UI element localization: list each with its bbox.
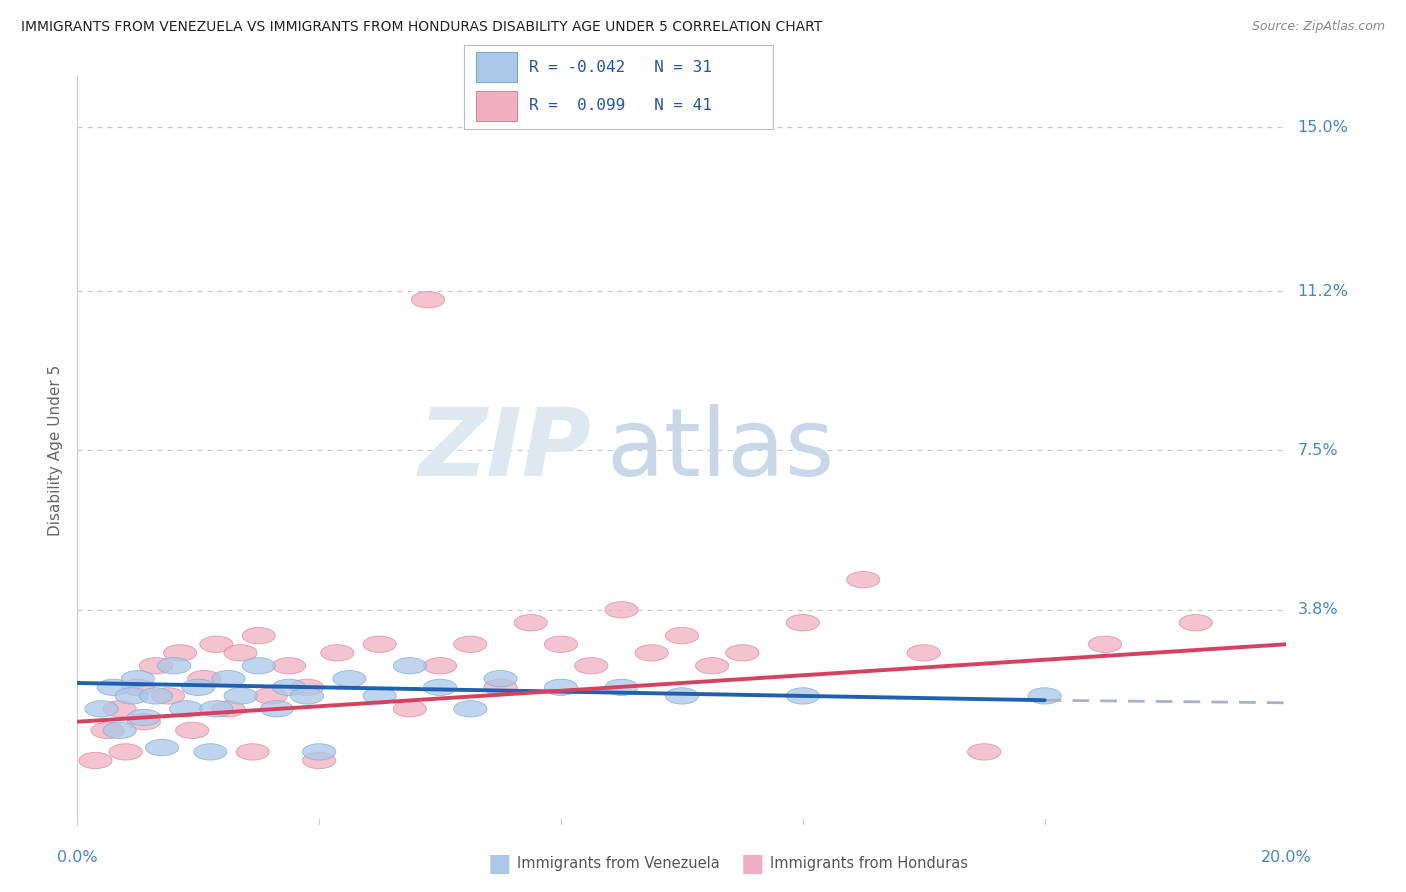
Ellipse shape — [103, 700, 136, 717]
Ellipse shape — [273, 657, 305, 674]
Text: atlas: atlas — [606, 404, 835, 497]
Ellipse shape — [484, 671, 517, 687]
Ellipse shape — [157, 657, 191, 674]
Ellipse shape — [291, 688, 323, 704]
Ellipse shape — [84, 700, 118, 717]
Ellipse shape — [254, 688, 287, 704]
Ellipse shape — [412, 292, 444, 308]
Ellipse shape — [121, 671, 155, 687]
Ellipse shape — [333, 671, 366, 687]
Ellipse shape — [145, 739, 179, 756]
Text: 15.0%: 15.0% — [1298, 120, 1348, 135]
Ellipse shape — [605, 601, 638, 618]
Text: ■: ■ — [741, 852, 763, 875]
Text: R =  0.099   N = 41: R = 0.099 N = 41 — [529, 98, 711, 112]
Ellipse shape — [846, 572, 880, 588]
Ellipse shape — [273, 679, 305, 696]
Ellipse shape — [725, 645, 759, 661]
FancyBboxPatch shape — [477, 91, 516, 120]
Ellipse shape — [302, 744, 336, 760]
Ellipse shape — [242, 657, 276, 674]
Ellipse shape — [97, 679, 131, 696]
Text: IMMIGRANTS FROM VENEZUELA VS IMMIGRANTS FROM HONDURAS DISABILITY AGE UNDER 5 COR: IMMIGRANTS FROM VENEZUELA VS IMMIGRANTS … — [21, 20, 823, 34]
Ellipse shape — [544, 679, 578, 696]
Ellipse shape — [544, 636, 578, 652]
Ellipse shape — [575, 657, 607, 674]
Ellipse shape — [224, 645, 257, 661]
Text: 0.0%: 0.0% — [58, 850, 97, 865]
Ellipse shape — [454, 700, 486, 717]
Ellipse shape — [200, 636, 233, 652]
Text: 7.5%: 7.5% — [1298, 443, 1339, 458]
Ellipse shape — [152, 688, 184, 704]
Ellipse shape — [515, 615, 547, 631]
FancyBboxPatch shape — [477, 53, 516, 82]
Text: Immigrants from Honduras: Immigrants from Honduras — [770, 856, 969, 871]
Ellipse shape — [110, 744, 142, 760]
Ellipse shape — [786, 615, 820, 631]
Ellipse shape — [291, 679, 323, 696]
Ellipse shape — [187, 671, 221, 687]
Ellipse shape — [236, 744, 270, 760]
Text: ■: ■ — [488, 852, 510, 875]
Ellipse shape — [103, 723, 136, 739]
Ellipse shape — [194, 744, 226, 760]
Text: 11.2%: 11.2% — [1298, 284, 1348, 299]
Ellipse shape — [91, 723, 124, 739]
Ellipse shape — [696, 657, 728, 674]
Ellipse shape — [423, 679, 457, 696]
Ellipse shape — [212, 671, 245, 687]
Ellipse shape — [260, 700, 294, 717]
Ellipse shape — [363, 688, 396, 704]
Ellipse shape — [302, 752, 336, 769]
Ellipse shape — [665, 688, 699, 704]
Ellipse shape — [127, 714, 160, 730]
Text: 20.0%: 20.0% — [1261, 850, 1312, 865]
Ellipse shape — [181, 679, 215, 696]
Ellipse shape — [212, 700, 245, 717]
Ellipse shape — [163, 645, 197, 661]
Ellipse shape — [665, 627, 699, 644]
Ellipse shape — [1088, 636, 1122, 652]
Ellipse shape — [605, 679, 638, 696]
Ellipse shape — [1028, 688, 1062, 704]
Text: ZIP: ZIP — [419, 404, 592, 497]
Ellipse shape — [139, 688, 173, 704]
Ellipse shape — [454, 636, 486, 652]
Ellipse shape — [321, 645, 354, 661]
Ellipse shape — [363, 636, 396, 652]
Text: 3.8%: 3.8% — [1298, 602, 1339, 617]
Ellipse shape — [636, 645, 668, 661]
Ellipse shape — [1180, 615, 1212, 631]
Ellipse shape — [127, 709, 160, 725]
Text: Immigrants from Venezuela: Immigrants from Venezuela — [517, 856, 720, 871]
Ellipse shape — [224, 688, 257, 704]
Ellipse shape — [115, 688, 149, 704]
Ellipse shape — [79, 752, 112, 769]
Ellipse shape — [242, 627, 276, 644]
Ellipse shape — [484, 679, 517, 696]
Ellipse shape — [967, 744, 1001, 760]
Ellipse shape — [423, 657, 457, 674]
Ellipse shape — [170, 700, 202, 717]
Ellipse shape — [394, 657, 426, 674]
Text: R = -0.042   N = 31: R = -0.042 N = 31 — [529, 60, 711, 75]
Ellipse shape — [394, 700, 426, 717]
Ellipse shape — [139, 657, 173, 674]
Ellipse shape — [786, 688, 820, 704]
Ellipse shape — [907, 645, 941, 661]
Text: Source: ZipAtlas.com: Source: ZipAtlas.com — [1251, 20, 1385, 33]
Y-axis label: Disability Age Under 5: Disability Age Under 5 — [48, 365, 63, 536]
Ellipse shape — [121, 679, 155, 696]
Ellipse shape — [176, 723, 209, 739]
Ellipse shape — [200, 700, 233, 717]
